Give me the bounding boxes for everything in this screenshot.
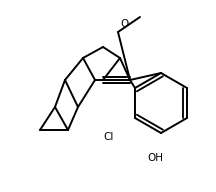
Text: Cl: Cl: [104, 132, 114, 142]
Text: OH: OH: [147, 153, 163, 163]
Text: O: O: [120, 19, 128, 29]
